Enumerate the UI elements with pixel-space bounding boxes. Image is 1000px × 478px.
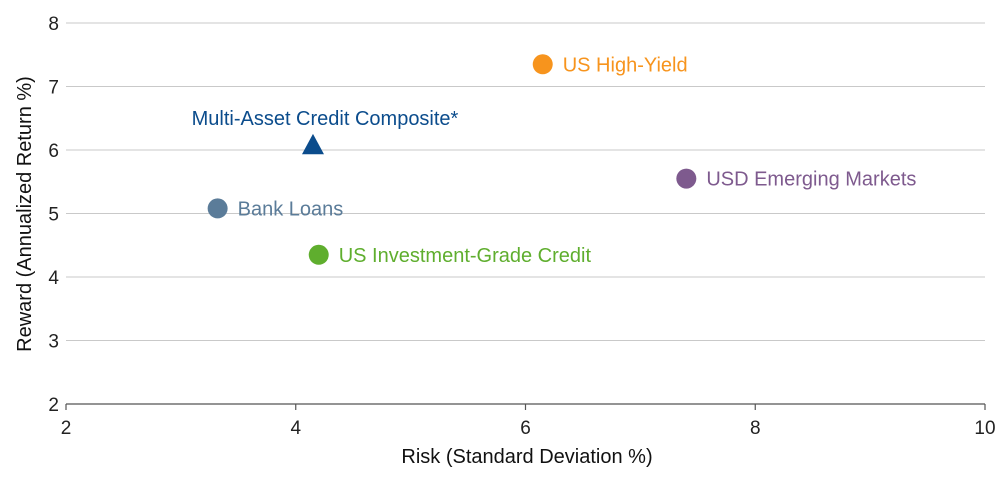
point-usd-emerging-markets bbox=[676, 168, 697, 189]
point-us-high-yield bbox=[532, 54, 553, 75]
data-points bbox=[207, 54, 697, 265]
point-us-investment-grade-credit bbox=[308, 244, 329, 265]
y-tick-label-8: 8 bbox=[48, 14, 59, 35]
x-tick-label-8: 8 bbox=[750, 418, 761, 439]
axes bbox=[65, 403, 986, 410]
y-tick-label-3: 3 bbox=[48, 332, 59, 353]
y-tick-label-6: 6 bbox=[48, 141, 59, 162]
point-label-bank-loans: Bank Loans bbox=[238, 198, 344, 220]
x-tick-label-6: 6 bbox=[520, 418, 531, 439]
x-tick-label-10: 10 bbox=[974, 418, 995, 439]
point-multi-asset-credit-composite bbox=[301, 133, 324, 155]
y-tick-label-5: 5 bbox=[48, 205, 59, 226]
y-axis-title: Reward (Annualized Return %) bbox=[14, 76, 36, 352]
y-tick-label-4: 4 bbox=[48, 268, 59, 289]
x-tick-label-4: 4 bbox=[290, 418, 301, 439]
point-label-us-high-yield: US High-Yield bbox=[563, 54, 688, 76]
point-label-usd-emerging-markets: USD Emerging Markets bbox=[706, 169, 916, 191]
data-labels: US High-Yield Multi-Asset Credit Composit… bbox=[192, 54, 917, 267]
y-tick-label-7: 7 bbox=[48, 78, 59, 99]
point-label-us-investment-grade-credit: US Investment-Grade Credit bbox=[339, 245, 592, 267]
point-label-multi-asset-credit-composite: Multi-Asset Credit Composite* bbox=[192, 108, 459, 130]
point-bank-loans bbox=[207, 198, 228, 219]
x-axis-title: Risk (Standard Deviation %) bbox=[401, 446, 652, 468]
x-tick-label-2: 2 bbox=[61, 418, 72, 439]
tick-labels: 2 3 4 5 6 7 8 2 4 6 8 10 bbox=[48, 14, 995, 439]
y-tick-label-2: 2 bbox=[48, 395, 59, 416]
